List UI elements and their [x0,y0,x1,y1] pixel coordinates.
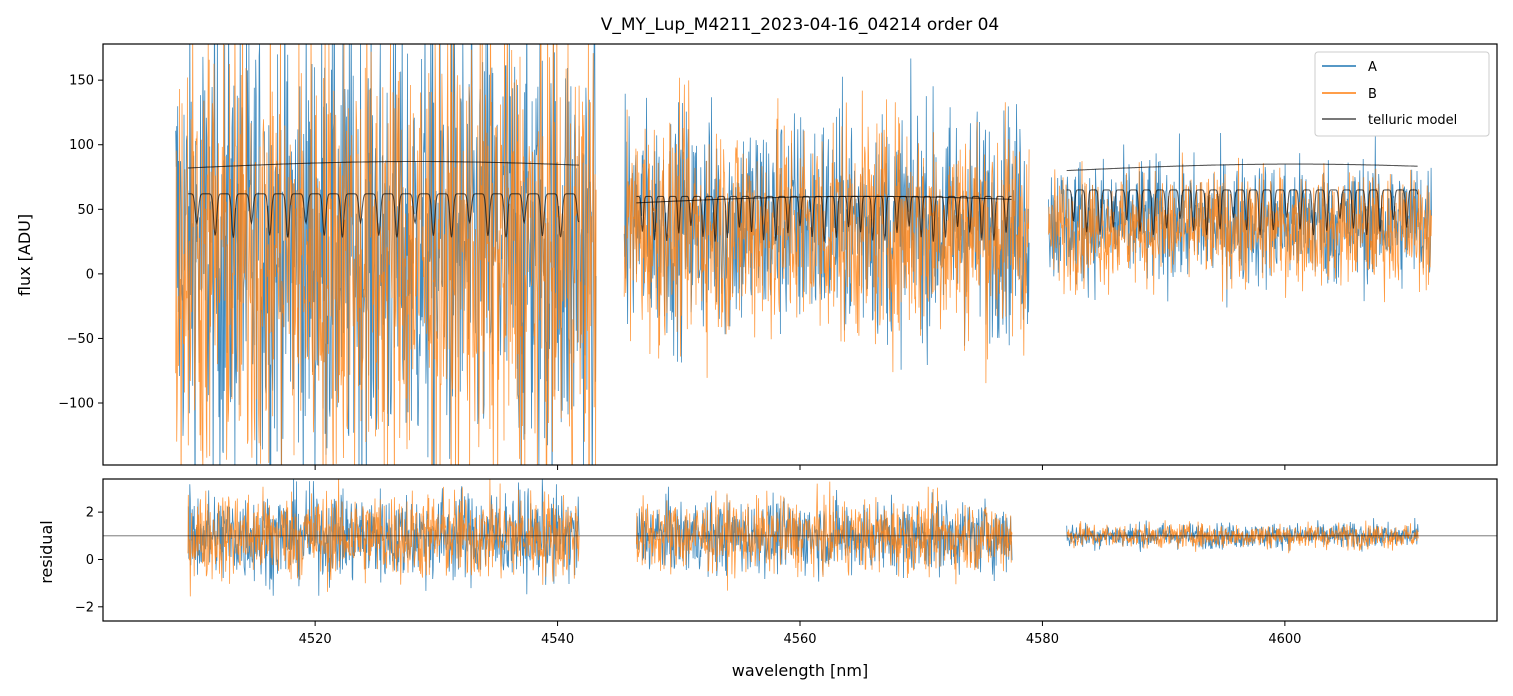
telluric-model-continuum-1 [187,160,579,169]
telluric-model-lines-2 [636,195,1012,242]
residual-y-tick-label: −2 [75,600,94,615]
telluric-model-lines-3 [1066,189,1419,236]
telluric-model-lines-1 [187,193,580,238]
legend: A B telluric model [1314,51,1490,137]
flux-y-tick-label: 0 [86,267,94,282]
series-b-segment-2 [623,77,1030,384]
flux-y-tick-label: 50 [77,203,94,218]
residual-x-tick-label: 4540 [541,632,574,647]
residual-x-tick-label: 4560 [783,632,816,647]
residual-axes-frame [102,478,1498,622]
residual-y-tick-label: 0 [86,553,94,568]
legend-label-b: B [1368,87,1377,102]
residual-data [103,479,1497,597]
flux-y-tick-label: −100 [58,397,94,412]
residual-b-segment-3 [1066,520,1419,554]
flux-x-ticks [314,465,1286,470]
residual-y-axis-label: residual [37,520,56,583]
legend-box [1314,51,1490,137]
flux-y-axis-label: flux [ADU] [15,214,34,296]
series-b-segment-1 [175,44,597,465]
flux-y-tick-label: −50 [67,332,94,347]
residual-b-segment-1 [187,479,580,597]
residual-panel: −2 0 2 4520 4540 4560 4580 4600 residual wavel… [37,478,1498,680]
telluric-model-continuum-3 [1066,163,1418,172]
residual-x-tick-label: 4520 [299,632,332,647]
chart-title: V_MY_Lup_M4211_2023-04-16_04214 order 04 [601,15,1000,35]
series-b-segment-3 [1048,152,1432,303]
flux-y-tick-label: 100 [69,138,94,153]
residual-x-tick-label: 4600 [1268,632,1301,647]
legend-label-telluric: telluric model [1368,113,1457,128]
residual-x-ticks: 4520 4540 4560 4580 4600 [299,621,1301,647]
residual-y-tick-label: 2 [86,506,94,521]
x-axis-label: wavelength [nm] [732,661,869,680]
flux-data [175,44,1432,465]
legend-label-a: A [1368,60,1377,75]
residual-y-ticks: −2 0 2 [75,506,103,615]
flux-y-tick-label: 150 [69,74,94,89]
flux-y-ticks: −100 −50 0 50 100 150 [58,74,103,412]
residual-x-tick-label: 4580 [1026,632,1059,647]
telluric-model-continuum-2 [636,195,1012,204]
flux-panel: −100 −50 0 50 100 150 flux [ADU] A B telluric… [15,43,1498,470]
series-a-segment-1 [175,44,597,465]
